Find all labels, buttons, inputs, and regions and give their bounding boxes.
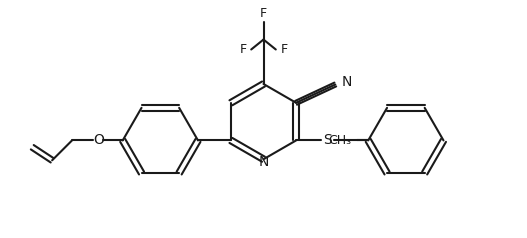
Text: F: F [239, 43, 247, 56]
Text: F: F [260, 7, 267, 20]
Text: CH₃: CH₃ [328, 134, 352, 147]
Text: F: F [280, 43, 288, 56]
Text: S: S [323, 134, 332, 147]
Text: O: O [94, 134, 105, 147]
Text: N: N [341, 75, 352, 89]
Text: N: N [258, 155, 269, 169]
